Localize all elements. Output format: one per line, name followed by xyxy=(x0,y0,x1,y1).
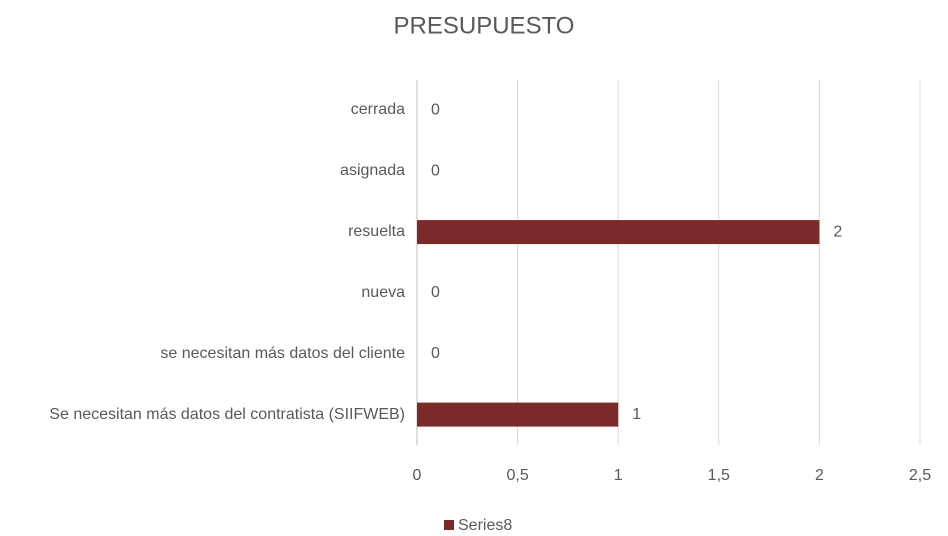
y-tick-label: asignada xyxy=(340,162,405,180)
y-tick-label: nueva xyxy=(361,283,405,301)
bar xyxy=(417,220,820,245)
y-tick-label: se necesitan más datos del cliente xyxy=(160,344,405,362)
data-label: 1 xyxy=(632,406,641,423)
data-label: 0 xyxy=(431,102,440,119)
x-tick-label: 1,5 xyxy=(708,467,730,484)
x-tick-label: 0 xyxy=(413,467,422,484)
chart-title: PRESUPUESTO xyxy=(394,12,575,39)
data-label: 2 xyxy=(833,223,842,240)
data-label: 0 xyxy=(431,162,440,179)
x-tick-label: 2 xyxy=(815,467,824,484)
data-label: 0 xyxy=(431,345,440,362)
legend-label: Series8 xyxy=(458,517,512,534)
y-tick-label: Se necesitan más datos del contratista (… xyxy=(49,405,405,423)
legend-swatch xyxy=(444,520,454,530)
bar xyxy=(417,402,619,427)
x-tick-label: 1 xyxy=(614,467,623,484)
y-tick-label: cerrada xyxy=(350,101,405,119)
x-tick-label: 0,5 xyxy=(506,467,528,484)
x-tick-label: 2,5 xyxy=(909,467,931,484)
y-tick-label: resuelta xyxy=(348,223,405,241)
data-label: 0 xyxy=(431,284,440,301)
